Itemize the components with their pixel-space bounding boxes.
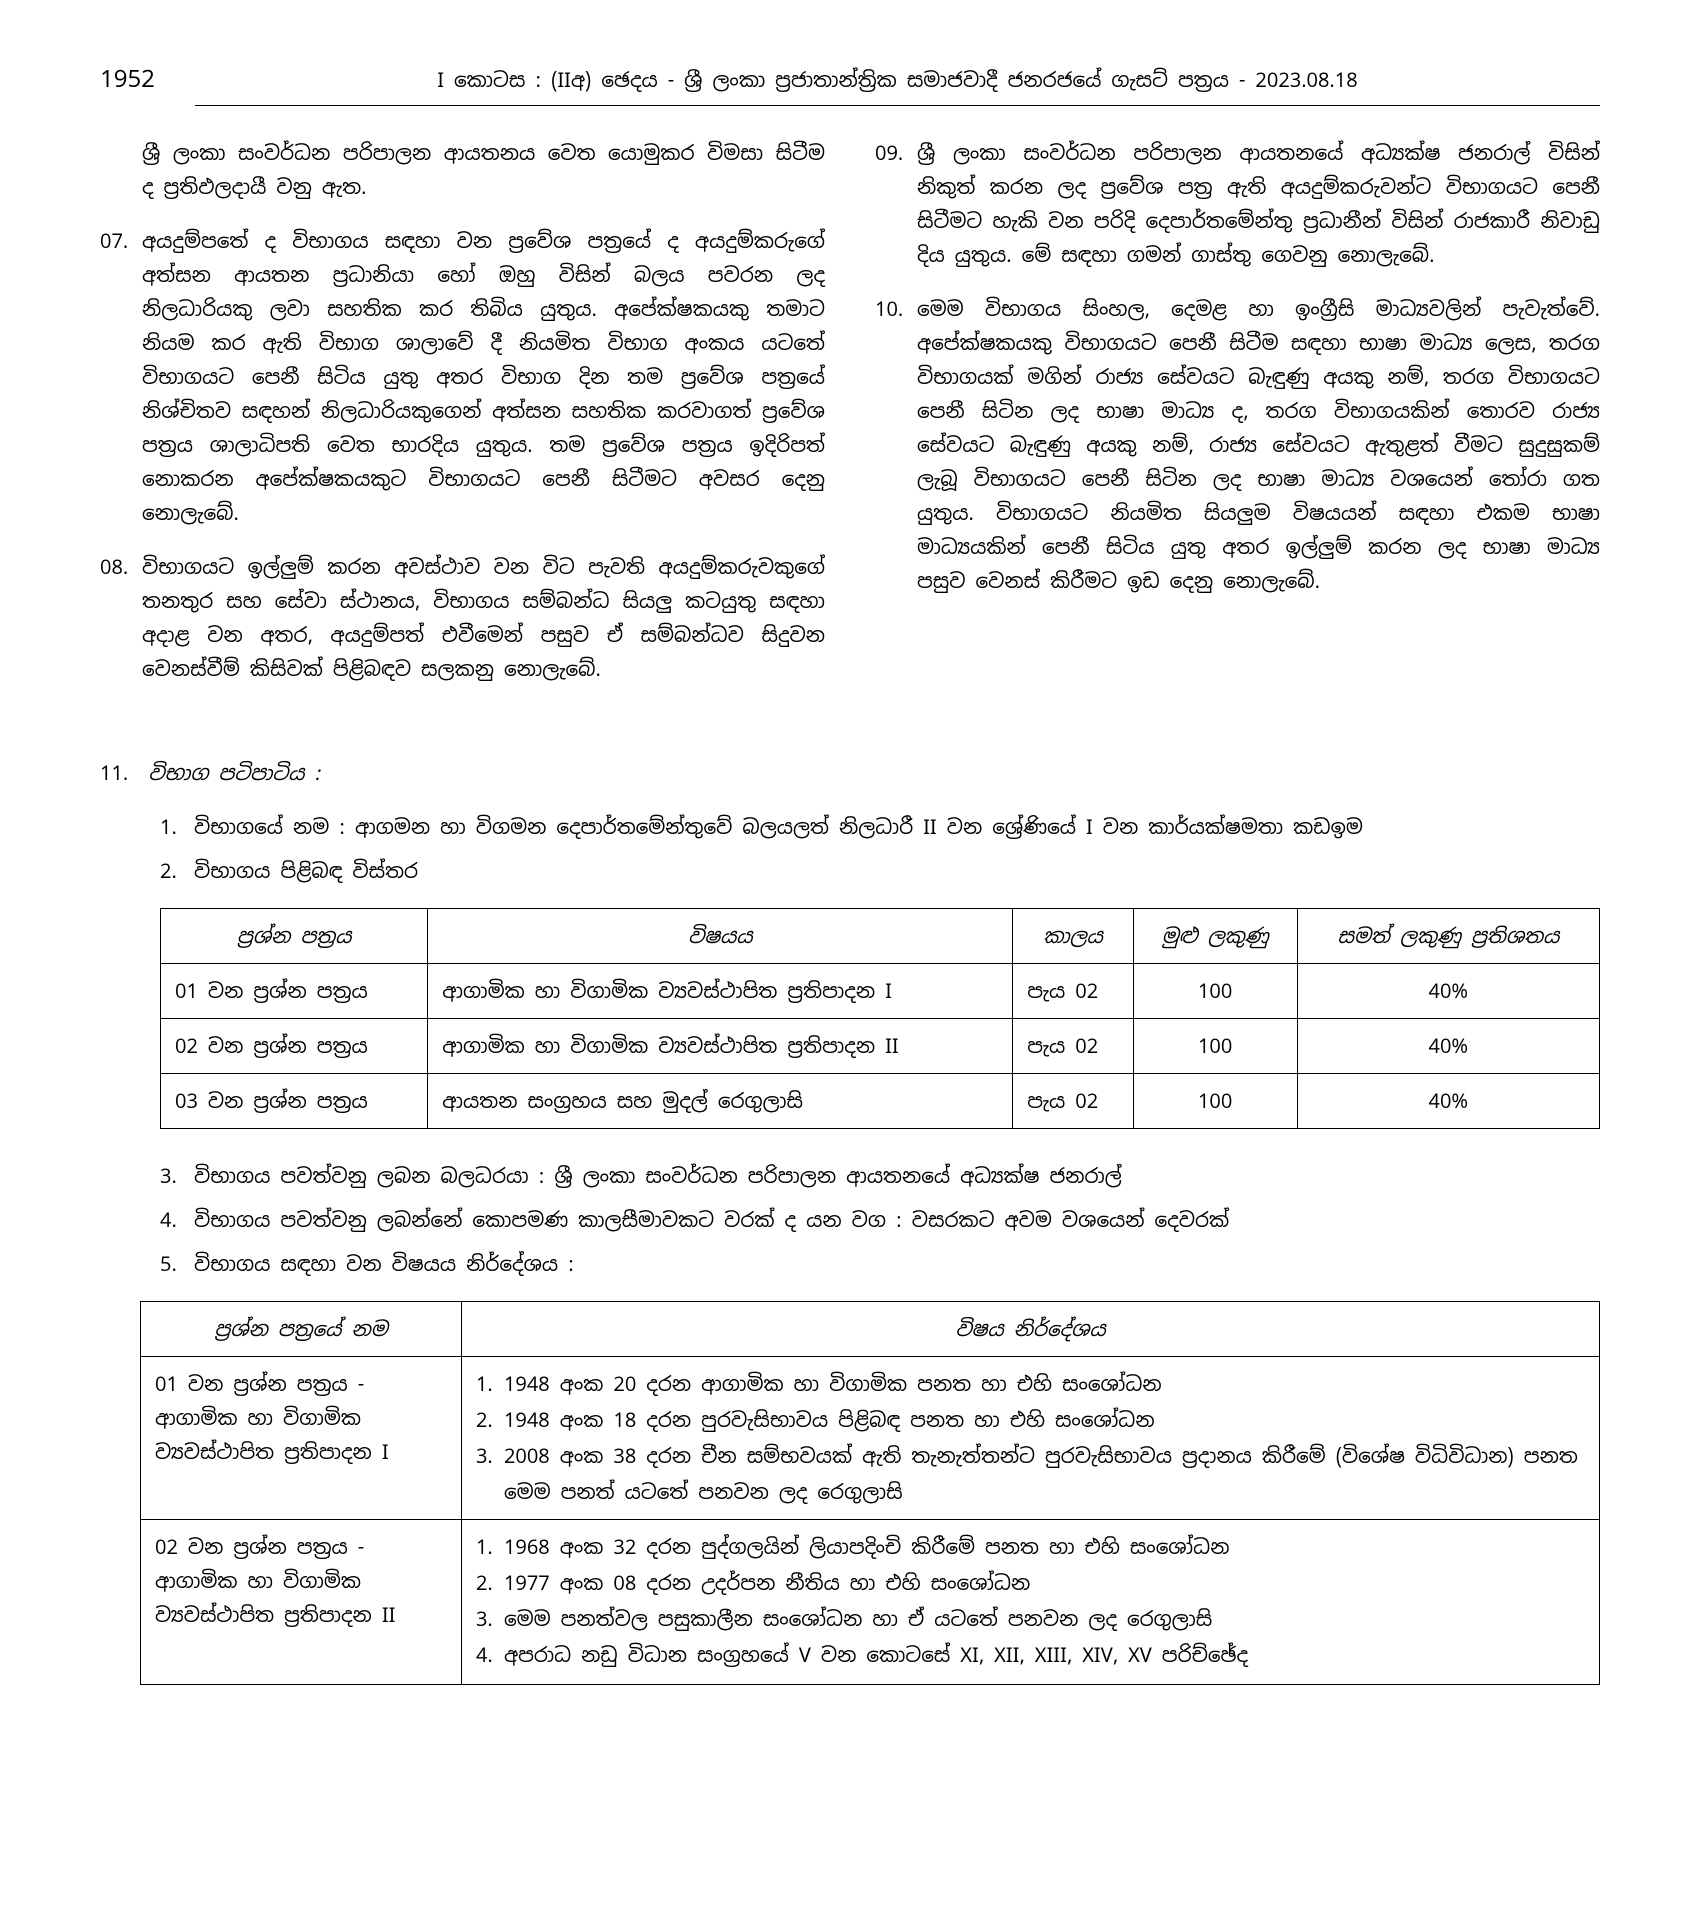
- th-syllabus: විෂය නිර්දේශය: [461, 1302, 1599, 1357]
- item-5-body: විභාගය සඳහා වන විෂයය නිර්දේශය :: [194, 1247, 1600, 1281]
- para-07-num: 07.: [100, 224, 130, 530]
- exam-details-table: ප්‍රශ්න පත්‍රය විෂයය කාලය මුළු ලකුණු සමත…: [160, 908, 1600, 1129]
- th-subject: විෂයය: [428, 909, 1013, 964]
- table-row: 02 වන ප්‍රශ්න පත්‍රය ආගාමික හා විගාමික ව…: [161, 1019, 1600, 1074]
- section-11-label: විභාග පටිපාටිය :: [148, 756, 320, 790]
- cell: පැය 02: [1013, 1019, 1133, 1074]
- section-11: 11. විභාග පටිපාටිය : 1. විභාගයේ නම : ආගම…: [100, 756, 1600, 1685]
- para-09-body: ශ්‍රී ලංකා සංවර්ධන පරිපාලන ආයතනයේ අධ්‍යක…: [917, 136, 1600, 272]
- cell: 01 වන ප්‍රශ්න පත්‍රය: [161, 964, 428, 1019]
- cell: 100: [1133, 1019, 1297, 1074]
- syl-num: 1.: [476, 1530, 496, 1564]
- syl-num: 3.: [476, 1439, 496, 1473]
- syl-text: 1968 අංක 32 දරන පුද්ගලයින් ලියාපදිංචි කි…: [504, 1530, 1585, 1564]
- item-5: 5. විභාගය සඳහා වන විෂයය නිර්දේශය :: [160, 1247, 1600, 1281]
- cell: 40%: [1297, 964, 1599, 1019]
- item-4: 4. විභාගය පවත්වනු ලබන්නේ කොපමණ කාලසීමාවක…: [160, 1203, 1600, 1237]
- para-08-num: 08.: [100, 550, 130, 686]
- th-total: මුළු ලකුණු: [1133, 909, 1297, 964]
- item-4-num: 4.: [160, 1203, 182, 1237]
- item-3: 3. විභාගය පවත්වනු ලබන බලධරයා : ශ්‍රී ලංක…: [160, 1159, 1600, 1193]
- para-07-body: අයදුම්පතේ ද විභාගය සඳහා වන ප්‍රවේශ පත්‍ර…: [142, 224, 825, 530]
- section-11-items-cont: 3. විභාගය පවත්වනු ලබන බලධරයා : ශ්‍රී ලංක…: [160, 1159, 1600, 1281]
- item-4-body: විභාගය පවත්වනු ලබන්නේ කොපමණ කාලසීමාවකට ව…: [194, 1203, 1600, 1237]
- th-pass: සමත් ලකුණු ප්‍රතිශතය: [1297, 909, 1599, 964]
- syl-text: මෙම පනත්වල පසුකාලීන සංශෝධන හා ඒ යටතේ පනව…: [504, 1602, 1585, 1636]
- right-column: 09. ශ්‍රී ලංකා සංවර්ධන පරිපාලන ආයතනයේ අධ…: [875, 136, 1600, 706]
- paragraph-08: 08. විභාගයට ඉල්ලුම් කරන අවස්ථාව වන විට ප…: [100, 550, 825, 686]
- syl-num: 1.: [476, 1367, 496, 1401]
- cell: පැය 02: [1013, 964, 1133, 1019]
- table-row: 01 වන ප්‍රශ්න පත්‍රය - ආගාමික හා විගාමික…: [141, 1357, 1600, 1520]
- th-duration: කාලය: [1013, 909, 1133, 964]
- item-5-num: 5.: [160, 1247, 182, 1281]
- table-row: 01 වන ප්‍රශ්න පත්‍රය ආගාමික හා විගාමික ව…: [161, 964, 1600, 1019]
- para-10-body: මෙම විභාගය සිංහල, දෙමළ හා ඉංග්‍රීසි මාධ්…: [917, 292, 1600, 598]
- syl-text: 1948 අංක 20 දරන ආගාමික හා විගාමික පනත හා…: [504, 1367, 1585, 1401]
- page-header: 1952 I කොටස : (IIඅ) ඡෙදය - ශ්‍රී ලංකා ප්…: [100, 60, 1600, 136]
- syllabus-cell: 1.1948 අංක 20 දරන ආගාමික හා විගාමික පනත …: [461, 1357, 1599, 1520]
- cell: ආගාමික හා විගාමික ව්‍යවස්ථාපිත ප්‍රතිපාද…: [428, 964, 1013, 1019]
- table-row: 02 වන ප්‍රශ්න පත්‍රය - ආගාමික හා විගාමික…: [141, 1520, 1600, 1685]
- cell: 40%: [1297, 1019, 1599, 1074]
- item-3-num: 3.: [160, 1159, 182, 1193]
- item-3-body: විභාගය පවත්වනු ලබන බලධරයා : ශ්‍රී ලංකා ස…: [194, 1159, 1600, 1193]
- left-column: ශ්‍රී ලංකා සංවර්ධන පරිපාලන ආයතනය වෙත යොම…: [100, 136, 825, 706]
- paragraph-07: 07. අයදුම්පතේ ද විභාගය සඳහා වන ප්‍රවේශ ප…: [100, 224, 825, 530]
- syl-text: මෙම පනත් යටතේ පනවන ලද රෙගුලාසි: [504, 1475, 1585, 1509]
- paper-name-cell: 02 වන ප්‍රශ්න පත්‍රය - ආගාමික හා විගාමික…: [141, 1520, 462, 1685]
- section-11-title: 11. විභාග පටිපාටිය :: [100, 756, 1600, 790]
- para-10-num: 10.: [875, 292, 905, 598]
- item-1-num: 1.: [160, 810, 182, 844]
- cell: 100: [1133, 1074, 1297, 1129]
- syl-num: 3.: [476, 1602, 496, 1636]
- table-header-row: ප්‍රශ්න පත්‍රය විෂයය කාලය මුළු ලකුණු සමත…: [161, 909, 1600, 964]
- two-column-body: ශ්‍රී ලංකා සංවර්ධන පරිපාලන ආයතනය වෙත යොම…: [100, 136, 1600, 706]
- paragraph-09: 09. ශ්‍රී ලංකා සංවර්ධන පරිපාලන ආයතනයේ අධ…: [875, 136, 1600, 272]
- page-number: 1952: [100, 60, 155, 101]
- syllabus-cell: 1.1968 අංක 32 දරන පුද්ගලයින් ලියාපදිංචි …: [461, 1520, 1599, 1685]
- item-2-num: 2.: [160, 854, 182, 888]
- item-1-body: විභාගයේ නම : ආගමන හා විගමන දෙපාර්තමේන්තු…: [194, 810, 1600, 844]
- table-header-row: ප්‍රශ්න පත්‍රයේ නම විෂය නිර්දේශය: [141, 1302, 1600, 1357]
- para-09-num: 09.: [875, 136, 905, 272]
- cell: 03 වන ප්‍රශ්න පත්‍රය: [161, 1074, 428, 1129]
- section-11-items: 1. විභාගයේ නම : ආගමන හා විගමන දෙපාර්තමේන…: [160, 810, 1600, 888]
- syl-num: 2.: [476, 1566, 496, 1600]
- syllabus-table: ප්‍රශ්න පත්‍රයේ නම විෂය නිර්දේශය 01 වන ප…: [140, 1301, 1600, 1685]
- paragraph-10: 10. මෙම විභාගය සිංහල, දෙමළ හා ඉංග්‍රීසි …: [875, 292, 1600, 598]
- syl-num: 4.: [476, 1638, 496, 1672]
- item-1: 1. විභාගයේ නම : ආගමන හා විගමන දෙපාර්තමේන…: [160, 810, 1600, 844]
- intro-paragraph: ශ්‍රී ලංකා සංවර්ධන පරිපාලන ආයතනය වෙත යොම…: [142, 136, 825, 204]
- section-11-num: 11.: [100, 756, 128, 790]
- th-paper-name: ප්‍රශ්න පත්‍රයේ නම: [141, 1302, 462, 1357]
- gazette-header: I කොටස : (IIඅ) ඡෙදය - ශ්‍රී ලංකා ප්‍රජාත…: [195, 63, 1600, 106]
- para-08-body: විභාගයට ඉල්ලුම් කරන අවස්ථාව වන විට පැවති…: [142, 550, 825, 686]
- cell: 02 වන ප්‍රශ්න පත්‍රය: [161, 1019, 428, 1074]
- syl-text: අපරාධ නඩු විධාන සංග්‍රහයේ V වන කොටසේ XI,…: [504, 1638, 1585, 1672]
- cell: 100: [1133, 964, 1297, 1019]
- cell: පැය 02: [1013, 1074, 1133, 1129]
- cell: ආගාමික හා විගාමික ව්‍යවස්ථාපිත ප්‍රතිපාද…: [428, 1019, 1013, 1074]
- syl-num: 2.: [476, 1403, 496, 1437]
- syl-text: 2008 අංක 38 දරන චීන සම්භවයක් ඇති තැනැත්ත…: [504, 1439, 1585, 1473]
- paper-name-cell: 01 වන ප්‍රශ්න පත්‍රය - ආගාමික හා විගාමික…: [141, 1357, 462, 1520]
- item-2-body: විභාගය පිළිබඳ විස්තර: [194, 854, 1600, 888]
- syl-text: 1948 අංක 18 දරන පුරවැසිභාවය පිළිබඳ පනත හ…: [504, 1403, 1585, 1437]
- syl-text: 1977 අංක 08 දරන උදර්පන නීතිය හා එහි සංශෝ…: [504, 1566, 1585, 1600]
- item-2: 2. විභාගය පිළිබඳ විස්තර: [160, 854, 1600, 888]
- table-row: 03 වන ප්‍රශ්න පත්‍රය ආයතන සංග්‍රහය සහ මු…: [161, 1074, 1600, 1129]
- th-paper: ප්‍රශ්න පත්‍රය: [161, 909, 428, 964]
- cell: 40%: [1297, 1074, 1599, 1129]
- cell: ආයතන සංග්‍රහය සහ මුදල් රෙගුලාසි: [428, 1074, 1013, 1129]
